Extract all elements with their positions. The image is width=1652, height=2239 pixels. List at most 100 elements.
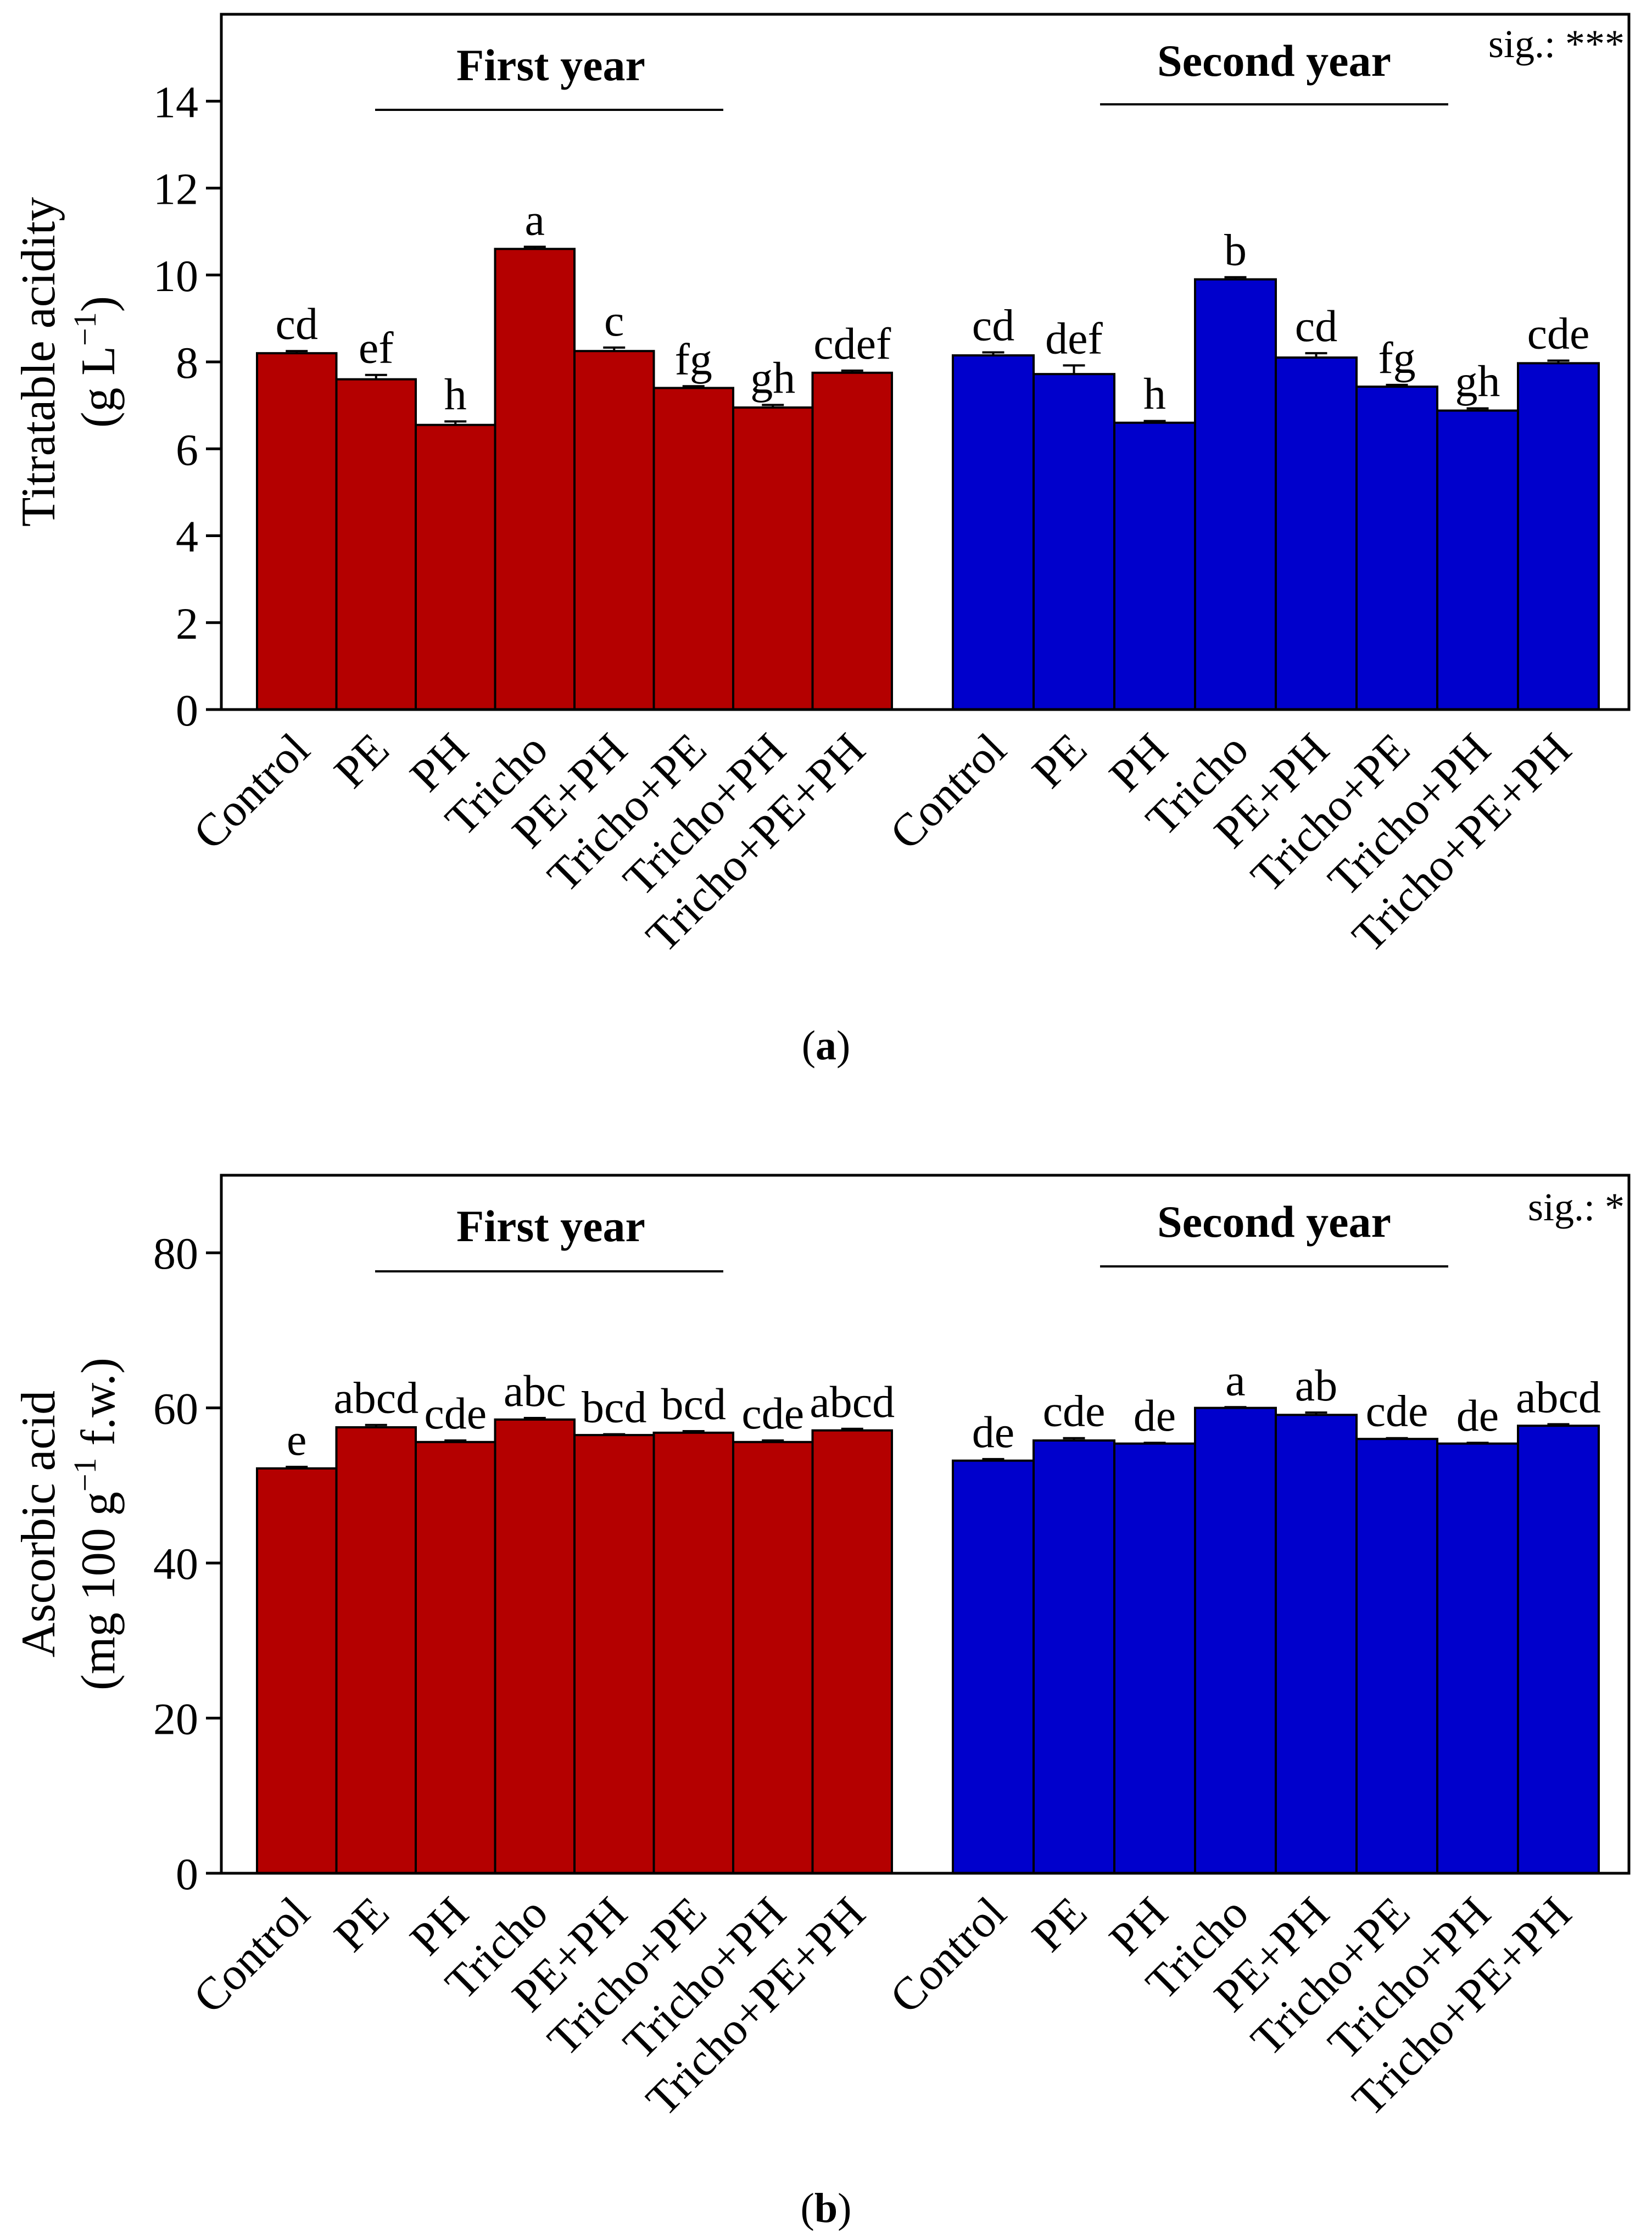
bar (811, 371, 893, 711)
bar (256, 1467, 338, 1875)
bar (1032, 1439, 1115, 1874)
panel-a-header-first-year: First year (456, 40, 645, 90)
significance-letter: def (1045, 313, 1103, 363)
bar (415, 1440, 496, 1874)
significance-letter: abcd (1516, 1372, 1601, 1422)
panel-b-caption-open: ( (801, 2185, 814, 2231)
bar (652, 387, 734, 711)
significance-letter: a (1225, 1355, 1245, 1405)
bar (1194, 278, 1277, 711)
significance-letter: cdef (813, 319, 891, 368)
panel-a-caption: (a) (802, 1023, 851, 1069)
panel-b-y-axis-units: (mg 100 g−1 f.w.) (67, 1358, 125, 1690)
bar (573, 350, 655, 711)
bar (1113, 1442, 1196, 1874)
panel-a-caption-open: ( (802, 1023, 816, 1069)
bar (256, 352, 338, 711)
bar (1517, 1425, 1600, 1874)
bar (1355, 1438, 1438, 1874)
panel-b-caption-close: ) (838, 2185, 851, 2231)
y-tick-label: 2 (176, 599, 198, 649)
panel-b-units-main: (mg 100 g (72, 1492, 125, 1690)
bar (1275, 1414, 1358, 1875)
panel-b-header-first-year: First year (456, 1201, 645, 1251)
bar (732, 406, 814, 711)
significance-letter: cde (741, 1388, 804, 1438)
significance-letter: de (972, 1407, 1014, 1457)
significance-letter: cde (1043, 1386, 1106, 1436)
bar (952, 1459, 1035, 1874)
significance-letter: h (444, 369, 467, 419)
significance-letter: ef (359, 323, 394, 373)
panel-a-plot-frame (220, 13, 1631, 711)
bar (1275, 356, 1358, 711)
y-tick-label: 80 (153, 1229, 198, 1278)
bar (811, 1429, 893, 1874)
y-tick-label: 0 (176, 1849, 198, 1899)
panel-b-units-superscript: −1 (67, 1458, 103, 1492)
panel-b-y-axis-title: Ascorbic acid (12, 1391, 65, 1657)
y-tick-label: 60 (153, 1384, 198, 1434)
y-tick-label: 0 (176, 685, 198, 735)
panel-a-units-superscript: −1 (67, 312, 103, 346)
significance-letter: bcd (661, 1379, 726, 1429)
significance-letter: gh (1455, 356, 1500, 406)
significance-letter: fg (1378, 333, 1415, 383)
significance-letter: cde (1366, 1386, 1428, 1436)
panel-b-header-second-year: Second year (1157, 1197, 1391, 1247)
panel-a-units-close: ) (72, 296, 125, 312)
significance-letter: de (1456, 1391, 1499, 1440)
bar (1113, 421, 1196, 711)
significance-letter: cd (276, 299, 318, 349)
significance-letter: cd (972, 300, 1014, 350)
y-tick-label: 8 (176, 338, 198, 388)
bar (573, 1434, 655, 1875)
significance-letter: b (1224, 225, 1247, 275)
significance-letter: cde (424, 1388, 487, 1438)
bar (415, 423, 496, 711)
bar (335, 378, 417, 711)
panel-a-caption-close: ) (836, 1023, 850, 1069)
panel-a-header-second-year: Second year (1157, 36, 1391, 86)
bar (1355, 386, 1438, 711)
y-tick-label: 40 (153, 1539, 198, 1589)
bar (1436, 1442, 1519, 1874)
y-tick-label: 10 (153, 251, 198, 301)
significance-letter: abcd (333, 1373, 418, 1423)
significance-letter: cde (1527, 309, 1590, 359)
significance-letter: h (1143, 369, 1166, 419)
y-tick-label: 4 (176, 512, 198, 562)
panel-b-significance: sig.: * (1528, 1185, 1625, 1229)
significance-letter: ab (1295, 1360, 1337, 1410)
panel-a-y-axis-units: (g L−1) (67, 296, 125, 428)
significance-letter: e (287, 1415, 306, 1465)
panel-a-y-axis-title: Titratable acidity (12, 197, 65, 527)
y-tick-label: 20 (153, 1694, 198, 1744)
significance-letter: cd (1295, 301, 1337, 351)
panel-b-plot-frame (220, 1174, 1631, 1875)
bar (1032, 373, 1115, 711)
significance-letter: a (525, 194, 545, 244)
significance-letter: bcd (582, 1382, 646, 1432)
significance-letter: c (604, 295, 624, 345)
panel-b-caption: (b) (801, 2185, 852, 2231)
y-tick-label: 12 (153, 164, 198, 214)
significance-letter: de (1134, 1391, 1176, 1440)
bar (1436, 409, 1519, 711)
significance-letter: abc (504, 1366, 566, 1416)
bar (1194, 1406, 1277, 1875)
bar (335, 1426, 417, 1874)
bar (952, 354, 1035, 711)
y-tick-label: 14 (153, 77, 198, 127)
significance-letter: gh (750, 353, 795, 403)
bar (494, 248, 576, 711)
panel-b-units-close: f.w.) (72, 1358, 125, 1458)
panel-b-caption-letter: b (814, 2185, 838, 2231)
bar (1517, 362, 1600, 711)
panel-a-caption-letter: a (816, 1023, 836, 1069)
panel-a-units-main: (g L (72, 346, 125, 428)
bar (732, 1440, 814, 1874)
bar (494, 1418, 576, 1875)
y-tick-label: 6 (176, 425, 198, 474)
